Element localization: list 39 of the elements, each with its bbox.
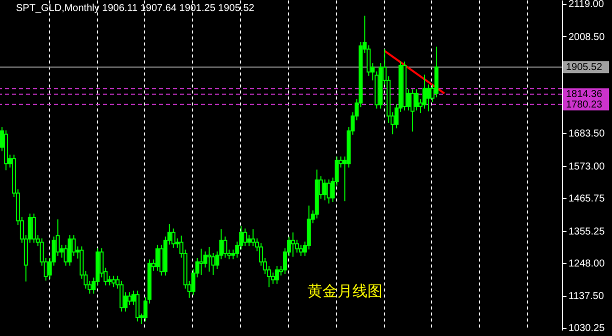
- candlestick: [290, 232, 295, 258]
- candlestick: [410, 88, 415, 132]
- candlestick: [128, 292, 132, 306]
- candlestick: [243, 228, 248, 247]
- annotation: 黄金月线图: [308, 282, 382, 300]
- y-tick-label: 2119.00: [568, 0, 604, 10]
- candlestick: [247, 234, 252, 247]
- candlestick: [426, 84, 430, 112]
- candlestick: [199, 248, 204, 276]
- y-tick-label: 1573.00: [568, 162, 606, 173]
- candlestick: [108, 275, 112, 286]
- y-tick-label: 1248.00: [568, 258, 606, 270]
- candlestick: [155, 244, 160, 272]
- y-tick-label: 1030.25: [568, 323, 606, 334]
- y-tick-label: 1137.50: [568, 291, 604, 302]
- candlestick: [326, 178, 331, 204]
- candlestick: [298, 244, 303, 256]
- candlestick: [223, 236, 228, 258]
- candlestick: [112, 275, 116, 288]
- y-tick-label: 2008.50: [568, 32, 606, 43]
- candlestick: [171, 228, 176, 248]
- ref-line-label: 1814.36: [566, 89, 603, 100]
- candlestick: [414, 88, 419, 111]
- candlestick: [322, 178, 327, 201]
- candlestick: [275, 266, 280, 284]
- candlestick: [32, 213, 36, 244]
- candlestick: [207, 246, 212, 272]
- y-tick-label: 1465.75: [568, 193, 606, 204]
- ref-line-label: 1905.52: [566, 62, 603, 74]
- y-tick-label: 1683.50: [568, 128, 606, 140]
- candlestick: [159, 244, 164, 276]
- chart-title: SPT_GLD,Monthly 1906.11 1907.64 1901.25 1905.52: [16, 3, 255, 14]
- candlestick: [251, 228, 256, 247]
- candlestick: [120, 280, 124, 312]
- candlestick: [422, 74, 426, 110]
- candlestick: [136, 290, 140, 322]
- y-tick-label: 1355.25: [568, 226, 606, 238]
- candlestick: [68, 234, 72, 266]
- ref-line-label: 1780.23: [566, 99, 603, 110]
